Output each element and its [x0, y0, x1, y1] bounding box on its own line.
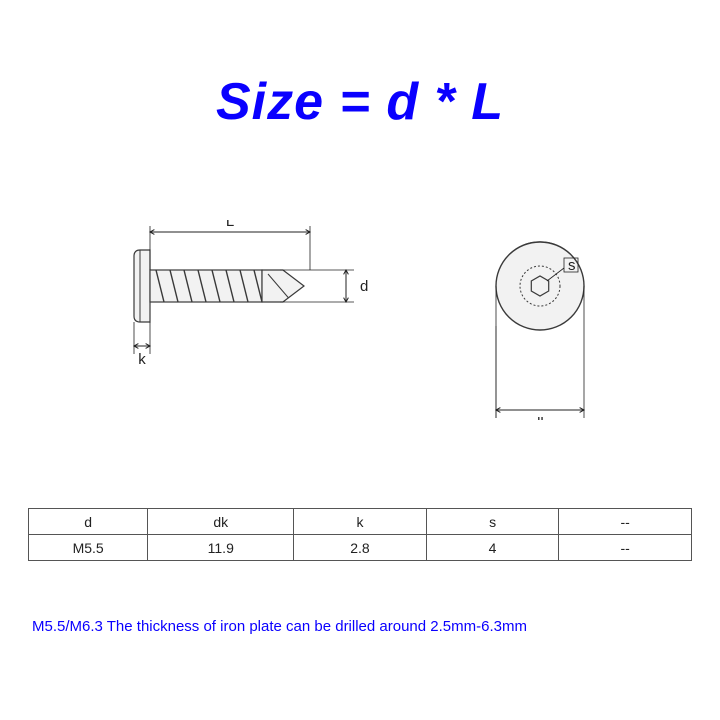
- svg-text:k: k: [138, 351, 146, 368]
- table-row: M5.511.92.84--: [29, 535, 692, 561]
- table-cell: 2.8: [294, 535, 427, 561]
- spec-table: ddkks--M5.511.92.84--: [28, 508, 692, 561]
- table-header-row: ddkks--: [29, 509, 692, 535]
- table-cell: 4: [426, 535, 559, 561]
- table-header-cell: s: [426, 509, 559, 535]
- svg-text:dk: dk: [532, 415, 548, 420]
- screw-diagram: Ldksdk: [0, 220, 720, 420]
- svg-text:s: s: [568, 257, 576, 274]
- table-header-cell: d: [29, 509, 148, 535]
- table-cell: M5.5: [29, 535, 148, 561]
- table-cell: 11.9: [148, 535, 294, 561]
- table-header-cell: dk: [148, 509, 294, 535]
- svg-text:L: L: [226, 220, 234, 230]
- diagram-area: Ldksdk: [0, 220, 720, 420]
- svg-text:d: d: [360, 278, 368, 295]
- table-header-cell: k: [294, 509, 427, 535]
- footnote: M5.5/M6.3 The thickness of iron plate ca…: [32, 618, 527, 635]
- formula-title: Size = d * L: [0, 72, 720, 132]
- spec-table-wrap: ddkks--M5.511.92.84--: [28, 508, 692, 561]
- table-header-cell: --: [559, 509, 692, 535]
- table-cell: --: [559, 535, 692, 561]
